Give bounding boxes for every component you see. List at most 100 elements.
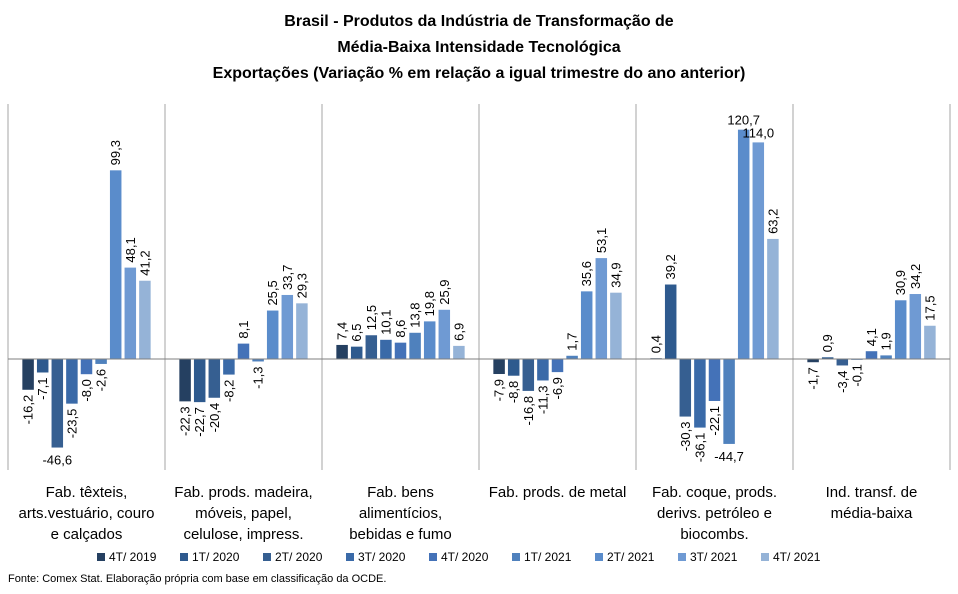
data-labels: -16,2 -22,3 7,4 -7,9 0,4 -1,7 -7,1 -22,7 6,5 -8,8… [21, 113, 938, 468]
bar [580, 291, 593, 359]
legend-label: 4T/ 2019 [109, 550, 157, 564]
bar [807, 359, 819, 363]
category-label: e calçados [51, 526, 123, 543]
bar [394, 342, 407, 359]
category-label: Fab. bens [367, 484, 434, 501]
data-label: 4,1 [864, 328, 879, 346]
category-labels: Fab. têxteis, arts.vestuário, couro e calç… [19, 484, 918, 543]
legend-swatch [512, 553, 520, 561]
bar [551, 359, 564, 373]
category-label: celulose, impress. [183, 526, 303, 543]
bar [694, 359, 706, 428]
data-label: 35,6 [579, 261, 594, 286]
bar [453, 345, 465, 359]
data-label: -6,9 [550, 377, 565, 399]
bar [821, 357, 834, 359]
bar [522, 359, 535, 391]
data-label: 29,3 [294, 273, 309, 298]
bar [679, 359, 692, 417]
data-label: 6,9 [451, 323, 466, 341]
data-label: 39,2 [663, 254, 678, 279]
data-label: -8,2 [221, 380, 236, 402]
bar [409, 332, 421, 359]
legend-swatch [97, 553, 105, 561]
bar [350, 346, 363, 359]
legend-label: 3T/ 2020 [358, 550, 406, 564]
data-label: 6,5 [349, 324, 364, 342]
data-label: 0,9 [820, 334, 835, 352]
bar [66, 359, 78, 404]
data-label: -36,1 [692, 433, 707, 463]
data-label: 7,4 [335, 322, 350, 340]
data-label: -30,3 [678, 422, 693, 452]
source-note: Fonte: Comex Stat. Elaboração própria co… [8, 573, 387, 585]
data-label: -20,4 [207, 403, 222, 433]
data-label: 8,6 [393, 320, 408, 338]
legend-swatch [761, 553, 769, 561]
bar [880, 355, 892, 359]
category-label: Fab. têxteis, [46, 484, 128, 501]
data-label: -7,1 [35, 377, 50, 399]
bar [109, 170, 122, 359]
data-label: 25,9 [437, 279, 452, 304]
data-label: -8,8 [506, 381, 521, 403]
bar [865, 351, 878, 359]
data-label: 12,5 [364, 305, 379, 330]
legend-swatch [263, 553, 271, 561]
category-label: derivs. petróleo e [657, 505, 772, 522]
bar [208, 359, 221, 398]
bar [752, 142, 765, 359]
data-label: 13,8 [408, 302, 423, 327]
legend-label: 4T/ 2020 [441, 550, 489, 564]
data-label: 19,8 [422, 291, 437, 316]
bar [51, 359, 64, 448]
category-separators [7, 104, 951, 470]
bar [380, 339, 392, 359]
bar [237, 343, 250, 359]
category-label: alimentícios, [359, 505, 442, 522]
data-label: -46,6 [42, 453, 72, 468]
data-label: -22,7 [192, 407, 207, 437]
bars [22, 129, 936, 448]
chart-title-line-1: Brasil - Produtos da Indústria de Transf… [284, 13, 674, 30]
bar [909, 294, 922, 359]
data-label: 8,1 [236, 321, 251, 339]
bar [708, 359, 721, 401]
bar [193, 359, 206, 403]
bar [423, 321, 436, 359]
bar [723, 359, 735, 444]
data-label: 1,9 [879, 332, 894, 350]
bar [22, 359, 34, 390]
bar [139, 280, 151, 359]
data-label: 120,7 [727, 113, 760, 128]
bar [595, 258, 608, 359]
bar [80, 359, 93, 375]
data-label: 34,2 [908, 264, 923, 289]
data-label: -3,4 [835, 370, 850, 392]
data-label: 63,2 [765, 209, 780, 234]
data-label: 53,1 [594, 228, 609, 253]
bar [336, 344, 348, 359]
data-label: 41,2 [137, 250, 152, 275]
bar [664, 284, 677, 359]
bar [894, 300, 907, 359]
legend-label: 1T/ 2020 [192, 550, 240, 564]
data-label: -16,8 [521, 396, 536, 426]
data-label: 30,9 [893, 270, 908, 295]
bar [36, 359, 49, 373]
category-label: Fab. coque, prods. [652, 484, 777, 501]
legend-label: 2T/ 2020 [275, 550, 323, 564]
data-label: 33,7 [280, 265, 295, 290]
category-label: Fab. prods. de metal [489, 484, 627, 501]
legend-label: 2T/ 2021 [607, 550, 655, 564]
bar [179, 359, 191, 402]
data-label: -44,7 [714, 449, 744, 464]
legend-swatch [678, 553, 686, 561]
data-label: -22,3 [178, 406, 193, 436]
legend-label: 1T/ 2021 [524, 550, 572, 564]
legend-label: 4T/ 2021 [773, 550, 821, 564]
data-label: 99,3 [108, 140, 123, 165]
bar [737, 129, 750, 359]
bar [610, 292, 622, 359]
